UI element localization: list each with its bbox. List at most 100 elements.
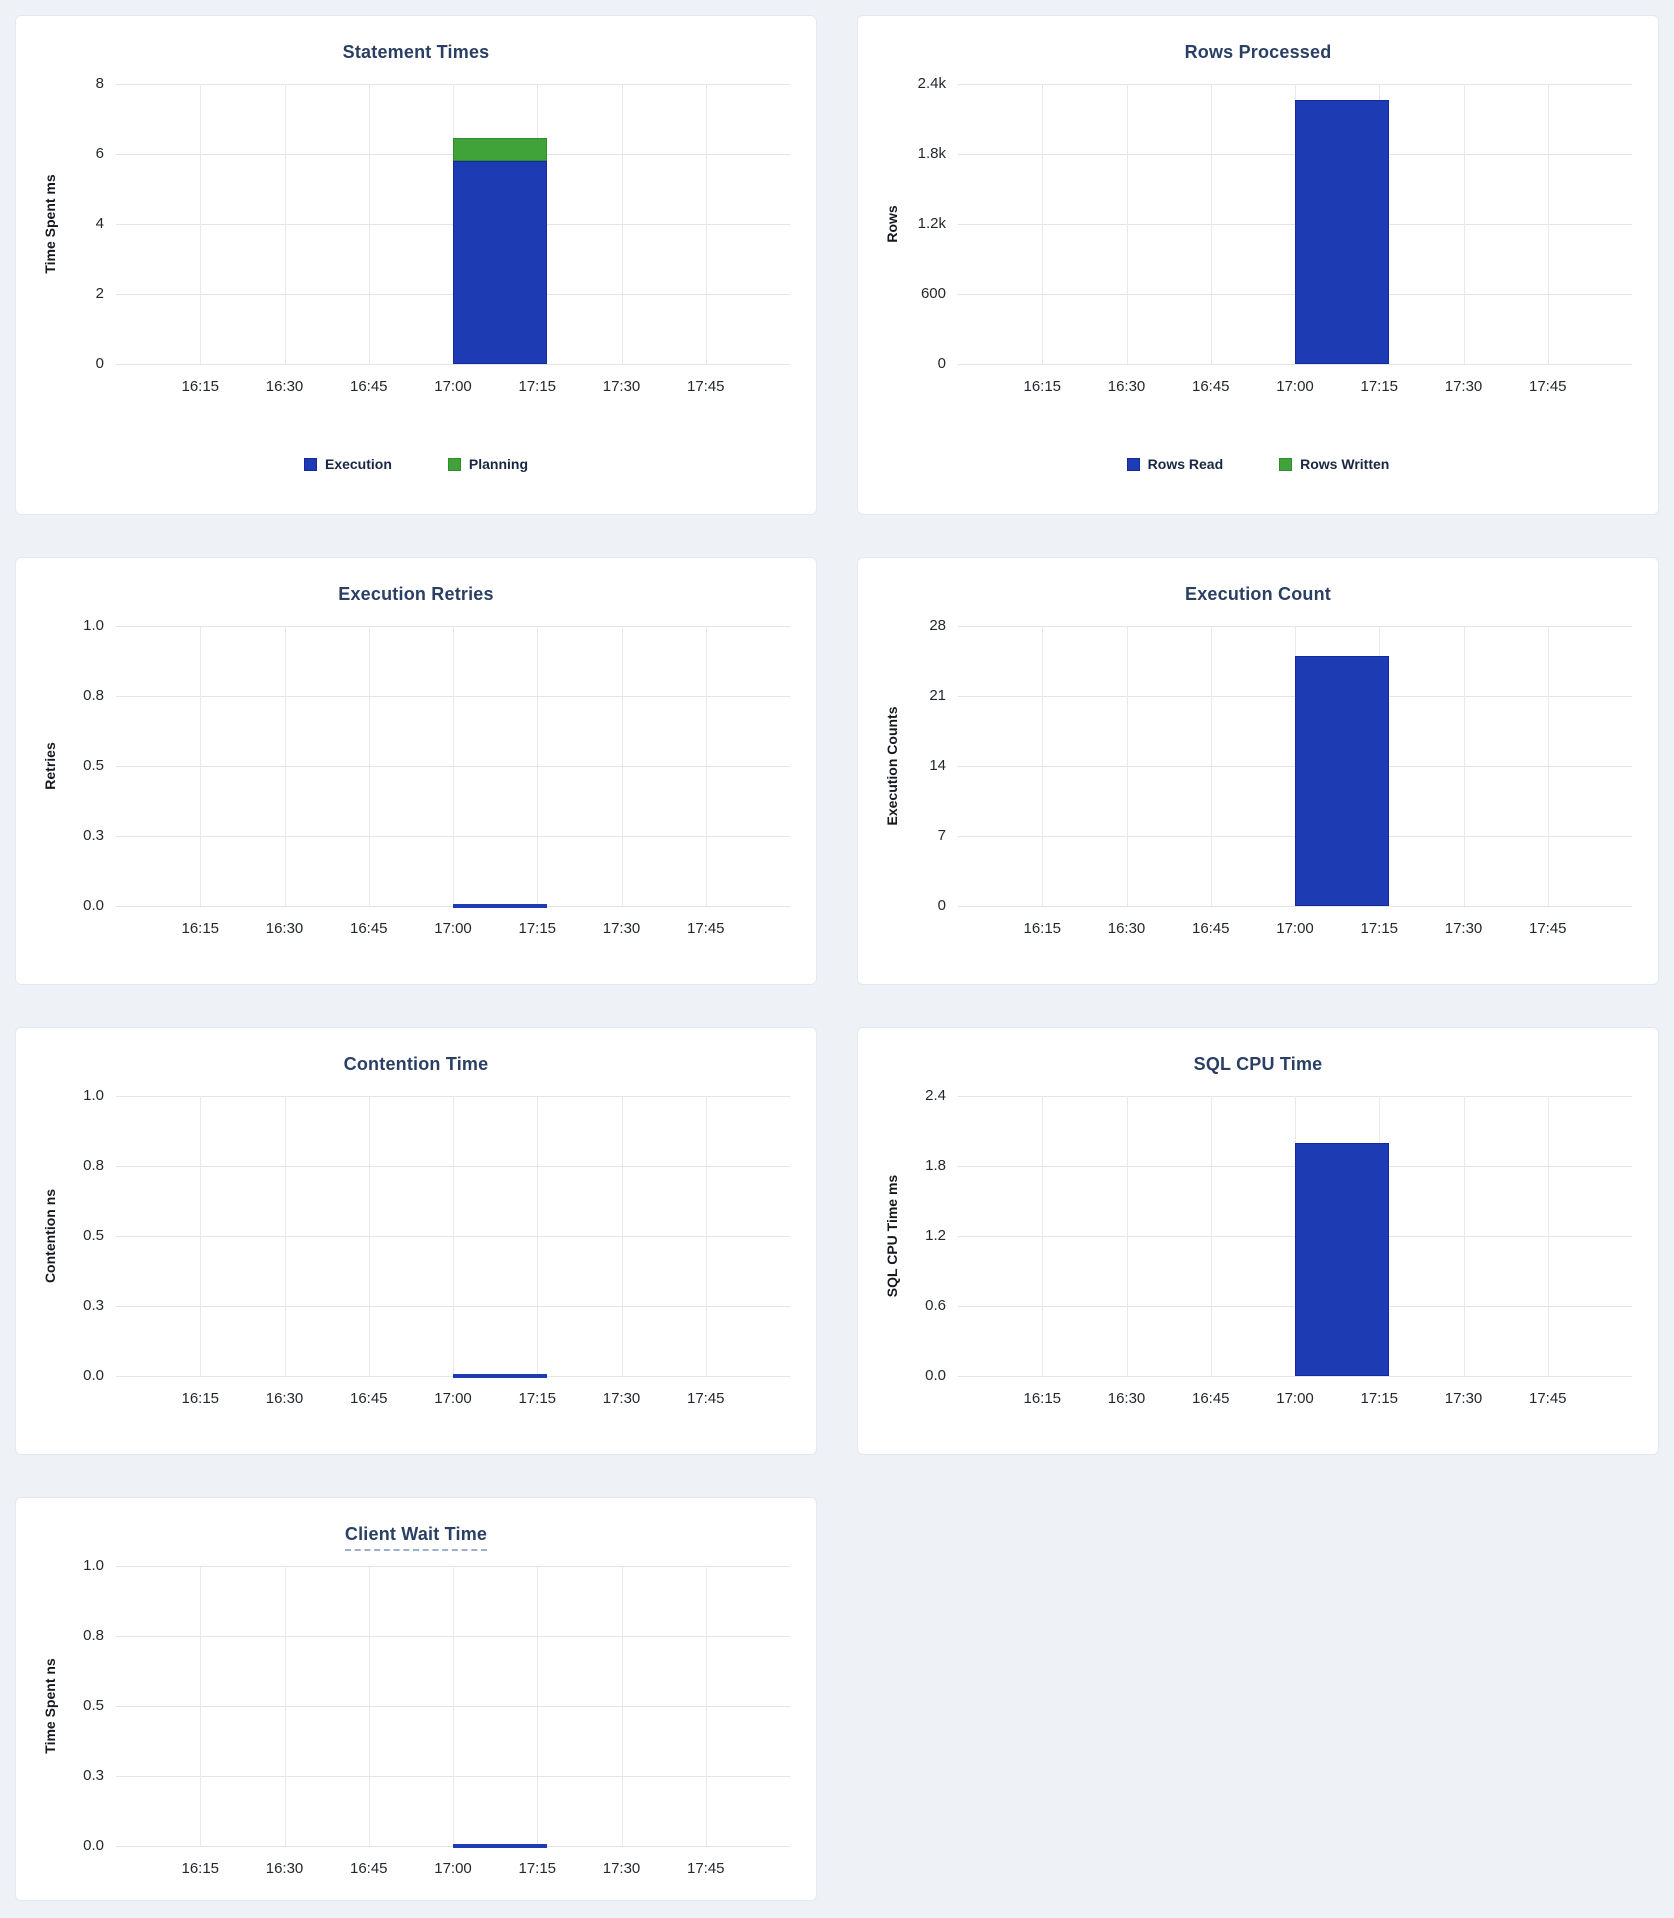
x-tick-label: 16:45 bbox=[1191, 920, 1230, 937]
y-tick-label: 8 bbox=[95, 75, 104, 92]
v-gridline bbox=[621, 1096, 623, 1376]
legend-label: Planning bbox=[468, 456, 529, 472]
x-tick-label: 16:30 bbox=[265, 1390, 304, 1407]
y-tick-label: 0.3 bbox=[83, 1297, 104, 1314]
bar-segment-planning[interactable] bbox=[453, 138, 548, 161]
x-tick-label: 16:30 bbox=[265, 378, 304, 395]
x-tick-label: 16:30 bbox=[265, 920, 304, 937]
v-gridline bbox=[200, 1566, 202, 1846]
x-tick-label: 17:00 bbox=[434, 920, 472, 937]
y-tick-label: 21 bbox=[929, 687, 946, 704]
chart-title: Execution Retries bbox=[16, 584, 816, 605]
v-gridline bbox=[1126, 1096, 1128, 1376]
h-gridline bbox=[958, 906, 1632, 907]
v-gridline bbox=[284, 1566, 286, 1846]
v-gridline bbox=[368, 1566, 370, 1846]
x-tick-label: 17:45 bbox=[1528, 1390, 1567, 1407]
x-tick-label: 17:15 bbox=[1360, 920, 1399, 937]
v-gridline bbox=[284, 1096, 286, 1376]
y-tick-label: 0.6 bbox=[925, 1297, 946, 1314]
chart-card-client-wait-time: Client Wait Time 1.0 0.8 0.5 0.3 0.0 16:15 16:3… bbox=[15, 1497, 817, 1901]
v-gridline bbox=[621, 1566, 623, 1846]
chart-title-text: Execution Retries bbox=[338, 584, 494, 604]
x-tick-label: 17:45 bbox=[686, 378, 725, 395]
v-gridline bbox=[537, 626, 539, 906]
legend-label: Rows Read bbox=[1147, 456, 1224, 472]
y-tick-label: 4 bbox=[95, 215, 104, 232]
zero-value-bar[interactable] bbox=[453, 1844, 548, 1848]
y-axis-label: Time Spent ns bbox=[42, 1658, 58, 1754]
y-tick-label: 2.4 bbox=[925, 1087, 946, 1104]
x-tick-label: 16:15 bbox=[1023, 378, 1062, 395]
x-tick-label: 16:45 bbox=[349, 378, 388, 395]
v-gridline bbox=[621, 84, 623, 364]
x-tick-label: 17:15 bbox=[518, 1390, 557, 1407]
chart-title-text[interactable]: Client Wait Time bbox=[344, 1524, 488, 1551]
x-tick-label: 17:30 bbox=[602, 1390, 641, 1407]
bar-segment-rows-read[interactable] bbox=[1295, 100, 1390, 364]
v-gridline bbox=[368, 626, 370, 906]
legend-item-execution: Execution bbox=[303, 456, 392, 472]
x-tick-label: 16:30 bbox=[1107, 920, 1146, 937]
chart-card-execution-retries: Execution Retries 1.0 0.8 0.5 0.3 0.0 16:15 16:… bbox=[15, 557, 817, 985]
v-gridline bbox=[705, 84, 707, 364]
v-gridline bbox=[537, 1566, 539, 1846]
x-tick-label: 17:45 bbox=[686, 1390, 725, 1407]
v-gridline bbox=[1463, 626, 1465, 906]
chart-title: Client Wait Time bbox=[16, 1524, 816, 1551]
y-tick-label: 1.8 bbox=[925, 1157, 946, 1174]
bar-segment-execution-count[interactable] bbox=[1295, 656, 1390, 906]
chart-title-text: Statement Times bbox=[342, 42, 490, 62]
y-tick-label: 0 bbox=[95, 355, 104, 372]
v-gridline bbox=[200, 84, 202, 364]
legend-swatch-green bbox=[1279, 457, 1293, 471]
bar-segment-execution[interactable] bbox=[453, 161, 548, 364]
x-tick-label: 16:30 bbox=[1107, 1390, 1146, 1407]
legend-label: Rows Written bbox=[1300, 456, 1390, 472]
chart-card-statement-times: Statement Times 8 6 4 2 0 16:15 16:30 16:45 17:00… bbox=[15, 15, 817, 515]
y-tick-label: 1.8k bbox=[917, 145, 946, 162]
bar-segment-sql-cpu-time[interactable] bbox=[1295, 1142, 1390, 1376]
x-tick-label: 17:15 bbox=[518, 378, 557, 395]
x-tick-label: 17:45 bbox=[1528, 378, 1567, 395]
v-gridline bbox=[1042, 84, 1044, 364]
legend-label: Execution bbox=[324, 456, 392, 472]
x-tick-label: 17:30 bbox=[1444, 1390, 1483, 1407]
x-tick-label: 17:30 bbox=[1444, 378, 1483, 395]
v-gridline bbox=[284, 626, 286, 906]
chart-title: SQL CPU Time bbox=[858, 1054, 1658, 1075]
v-gridline bbox=[1210, 84, 1212, 364]
zero-value-bar[interactable] bbox=[453, 904, 548, 908]
chart-title-text: SQL CPU Time bbox=[1193, 1054, 1323, 1074]
y-tick-label: 0.0 bbox=[83, 897, 104, 914]
v-gridline bbox=[284, 84, 286, 364]
legend-item-planning: Planning bbox=[447, 456, 529, 472]
h-gridline bbox=[958, 1376, 1632, 1377]
y-tick-label: 2.4k bbox=[917, 75, 946, 92]
x-tick-label: 17:00 bbox=[1276, 378, 1314, 395]
y-tick-label: 0.0 bbox=[925, 1367, 946, 1384]
v-gridline bbox=[453, 1566, 454, 1846]
y-axis-label: Retries bbox=[42, 742, 58, 790]
x-tick-label: 16:15 bbox=[1023, 1390, 1062, 1407]
y-tick-label: 2 bbox=[95, 285, 104, 302]
v-gridline bbox=[705, 626, 707, 906]
v-gridline bbox=[621, 626, 623, 906]
y-tick-label: 600 bbox=[920, 285, 946, 302]
y-tick-label: 14 bbox=[929, 757, 946, 774]
zero-value-bar[interactable] bbox=[453, 1374, 548, 1378]
x-tick-label: 17:00 bbox=[434, 378, 472, 395]
y-axis-label: Time Spent ms bbox=[42, 174, 58, 274]
y-tick-label: 0.8 bbox=[83, 687, 104, 704]
chart-title-text: Contention Time bbox=[343, 1054, 489, 1074]
x-tick-label: 17:30 bbox=[602, 1860, 641, 1877]
y-tick-label: 1.2 bbox=[925, 1227, 946, 1244]
v-gridline bbox=[1547, 626, 1549, 906]
y-axis-label: Contention ns bbox=[42, 1188, 58, 1284]
chart-card-sql-cpu-time: SQL CPU Time 2.4 1.8 1.2 0.6 0.0 16:15 16:30 16:… bbox=[857, 1027, 1659, 1455]
y-tick-label: 6 bbox=[95, 145, 104, 162]
x-tick-label: 17:30 bbox=[602, 920, 641, 937]
v-gridline bbox=[1042, 626, 1044, 906]
y-tick-label: 0.5 bbox=[83, 757, 104, 774]
